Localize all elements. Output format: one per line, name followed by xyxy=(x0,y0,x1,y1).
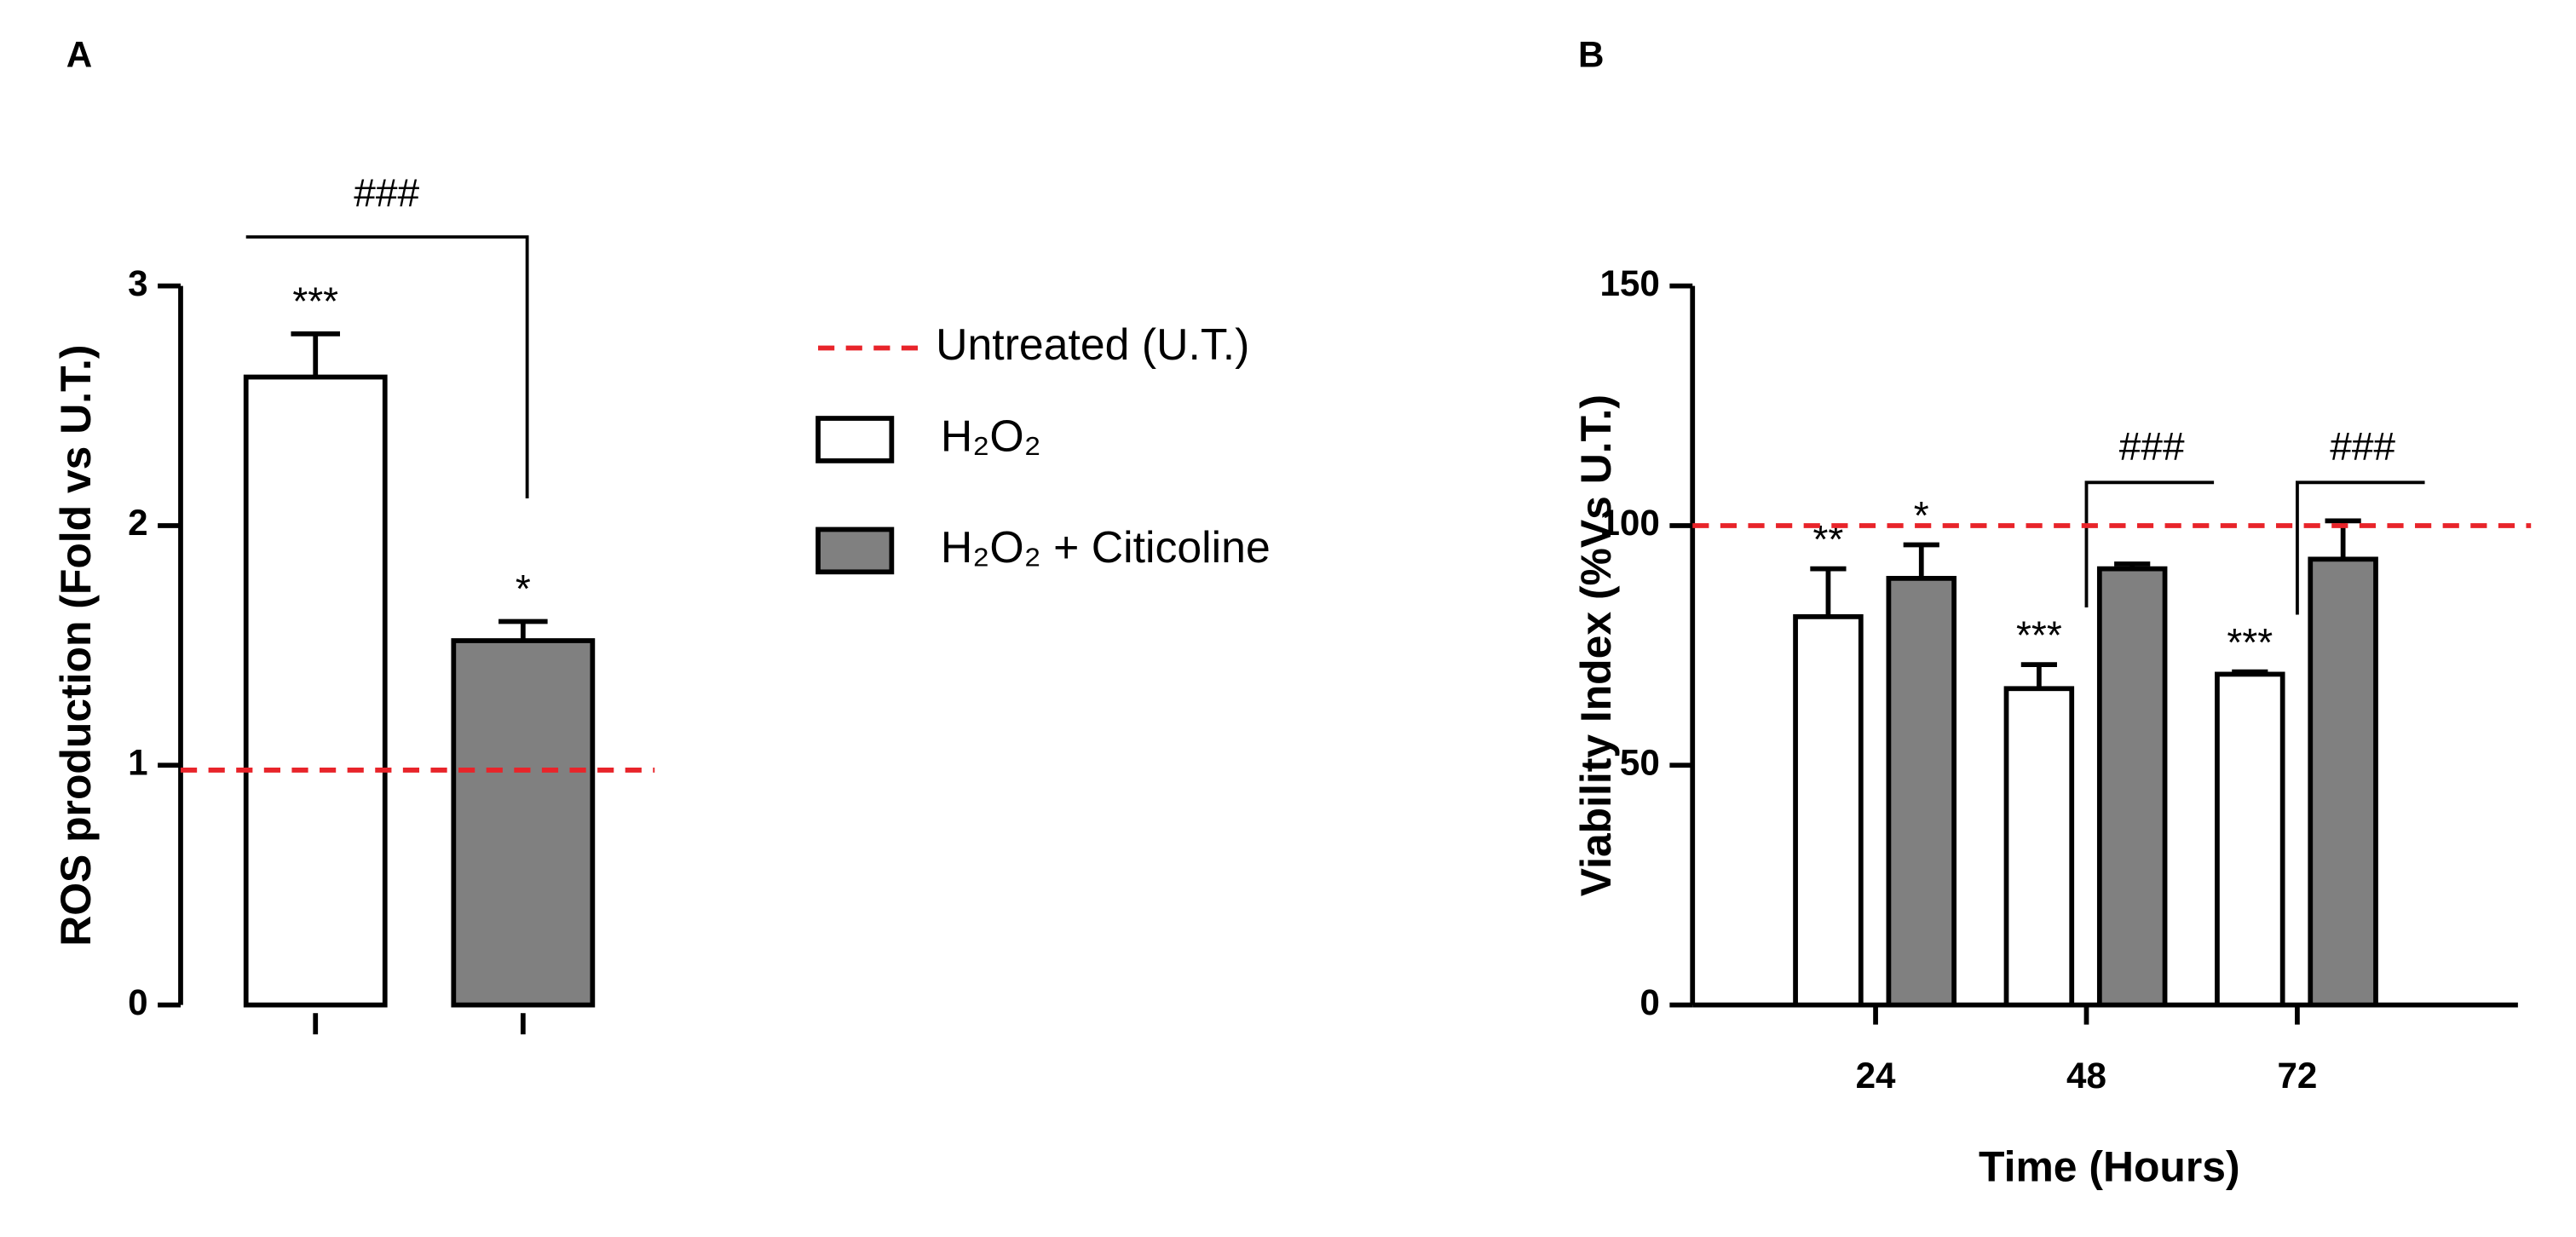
y-axis-title: Viability Index (%Vs U.T.) xyxy=(1572,394,1620,896)
x-tick-label: 48 xyxy=(2066,1056,2106,1096)
y-tick-label: 100 xyxy=(1599,503,1659,543)
y-tick-label: 2 xyxy=(128,503,147,543)
legend-swatch xyxy=(815,526,895,575)
bar xyxy=(243,374,388,1008)
y-tick-label: 1 xyxy=(128,742,147,782)
legend-swatch xyxy=(815,416,895,463)
bracket-label: ### xyxy=(2119,424,2185,469)
panel-label: A xyxy=(66,34,92,74)
y-tick-label: 0 xyxy=(128,982,147,1022)
legend-label: H₂O₂ + Citicoline xyxy=(941,522,1271,572)
y-tick-label: 150 xyxy=(1599,263,1659,303)
legend-label: Untreated (U.T.) xyxy=(936,319,1249,369)
bar xyxy=(1793,614,1864,1008)
y-tick-label: 0 xyxy=(1640,982,1659,1022)
significance-bracket xyxy=(245,235,529,499)
significance: *** xyxy=(2016,613,2062,658)
legend-label: H₂O₂ xyxy=(941,411,1041,461)
significance: *** xyxy=(2227,620,2273,665)
y-axis-title: ROS production (Fold vs U.T.) xyxy=(52,344,100,946)
significance-bracket xyxy=(2084,480,2215,608)
y-tick-label: 3 xyxy=(128,263,147,303)
y-tick-label: 50 xyxy=(1620,742,1660,782)
bracket-label: ### xyxy=(2330,424,2395,469)
x-tick-label: 24 xyxy=(1856,1056,1896,1096)
bar xyxy=(1886,576,1957,1008)
significance: * xyxy=(516,567,531,611)
bar xyxy=(2215,671,2285,1008)
panel-label: B xyxy=(1578,34,1604,74)
bar xyxy=(451,638,596,1008)
bar xyxy=(2096,566,2168,1008)
x-tick-label: 72 xyxy=(2277,1056,2317,1096)
x-axis-title: Time (Hours) xyxy=(1979,1143,2240,1191)
bar xyxy=(2003,686,2075,1008)
bracket-label: ### xyxy=(354,170,419,215)
bar xyxy=(2308,556,2378,1008)
significance: *** xyxy=(292,279,338,324)
significance: * xyxy=(1914,493,1929,538)
significance-bracket xyxy=(2296,480,2425,615)
